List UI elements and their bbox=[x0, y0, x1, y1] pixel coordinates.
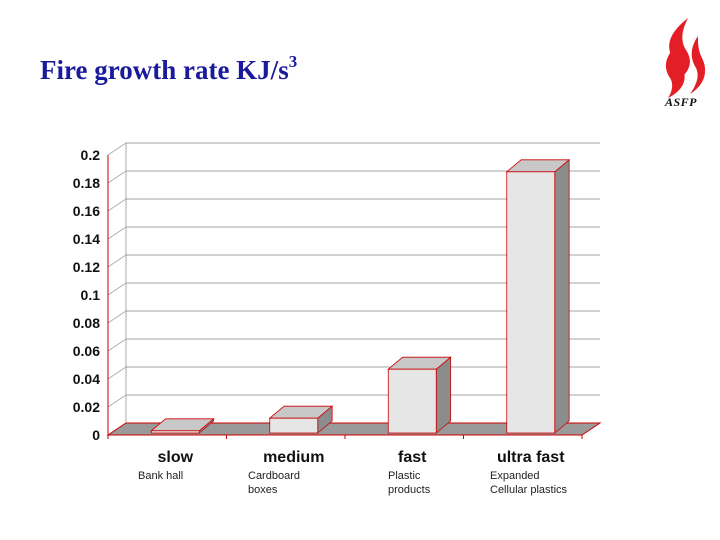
flame-icon bbox=[665, 18, 706, 98]
x-subcategory-label: Bank hall bbox=[138, 470, 184, 482]
bar-side bbox=[554, 158, 570, 434]
y-tick-label: 0.18 bbox=[73, 175, 100, 191]
x-category-label: ultra fast bbox=[497, 449, 565, 466]
grid-side bbox=[107, 310, 127, 324]
logo-text: ASFP bbox=[664, 95, 697, 109]
grid-side bbox=[107, 366, 127, 380]
chart-floor bbox=[106, 422, 602, 436]
y-tick-label: 0.14 bbox=[73, 231, 100, 247]
y-tick-label: 0 bbox=[92, 427, 100, 443]
grid-side bbox=[107, 142, 127, 156]
y-tick-label: 0.06 bbox=[73, 343, 100, 359]
x-subcategory-label: Plastic products bbox=[388, 470, 431, 496]
title-exponent: 3 bbox=[288, 52, 298, 71]
title-text: Fire growth rate KJ/s bbox=[40, 55, 289, 85]
y-tick-label: 0.08 bbox=[73, 315, 100, 331]
bar-side bbox=[435, 356, 452, 434]
grid-side bbox=[107, 254, 127, 268]
grid-side bbox=[107, 226, 127, 240]
y-tick-label: 0.1 bbox=[81, 287, 101, 303]
grid-side bbox=[107, 282, 127, 296]
bar bbox=[269, 417, 319, 434]
x-category-label: fast bbox=[398, 449, 427, 466]
y-tick-label: 0.12 bbox=[73, 259, 100, 275]
bar bbox=[506, 171, 556, 434]
y-tick-label: 0.16 bbox=[73, 203, 100, 219]
y-tick-label: 0.04 bbox=[73, 371, 100, 387]
y-tick-label: 0.2 bbox=[81, 147, 101, 163]
bar bbox=[387, 368, 437, 434]
grid-side bbox=[107, 198, 127, 212]
bar bbox=[150, 430, 200, 434]
grid-side bbox=[107, 338, 127, 352]
grid-side bbox=[107, 170, 127, 184]
y-tick-label: 0.02 bbox=[73, 399, 100, 415]
grid-side bbox=[107, 394, 127, 408]
x-category-label: medium bbox=[263, 449, 324, 466]
x-subcategory-label: Cardboard boxes bbox=[248, 470, 300, 496]
slide-title: Fire growth rate KJ/s3 bbox=[40, 52, 297, 86]
x-subcategory-label: Expanded Cellular plastics bbox=[490, 470, 568, 496]
x-category-label: slow bbox=[157, 449, 193, 466]
